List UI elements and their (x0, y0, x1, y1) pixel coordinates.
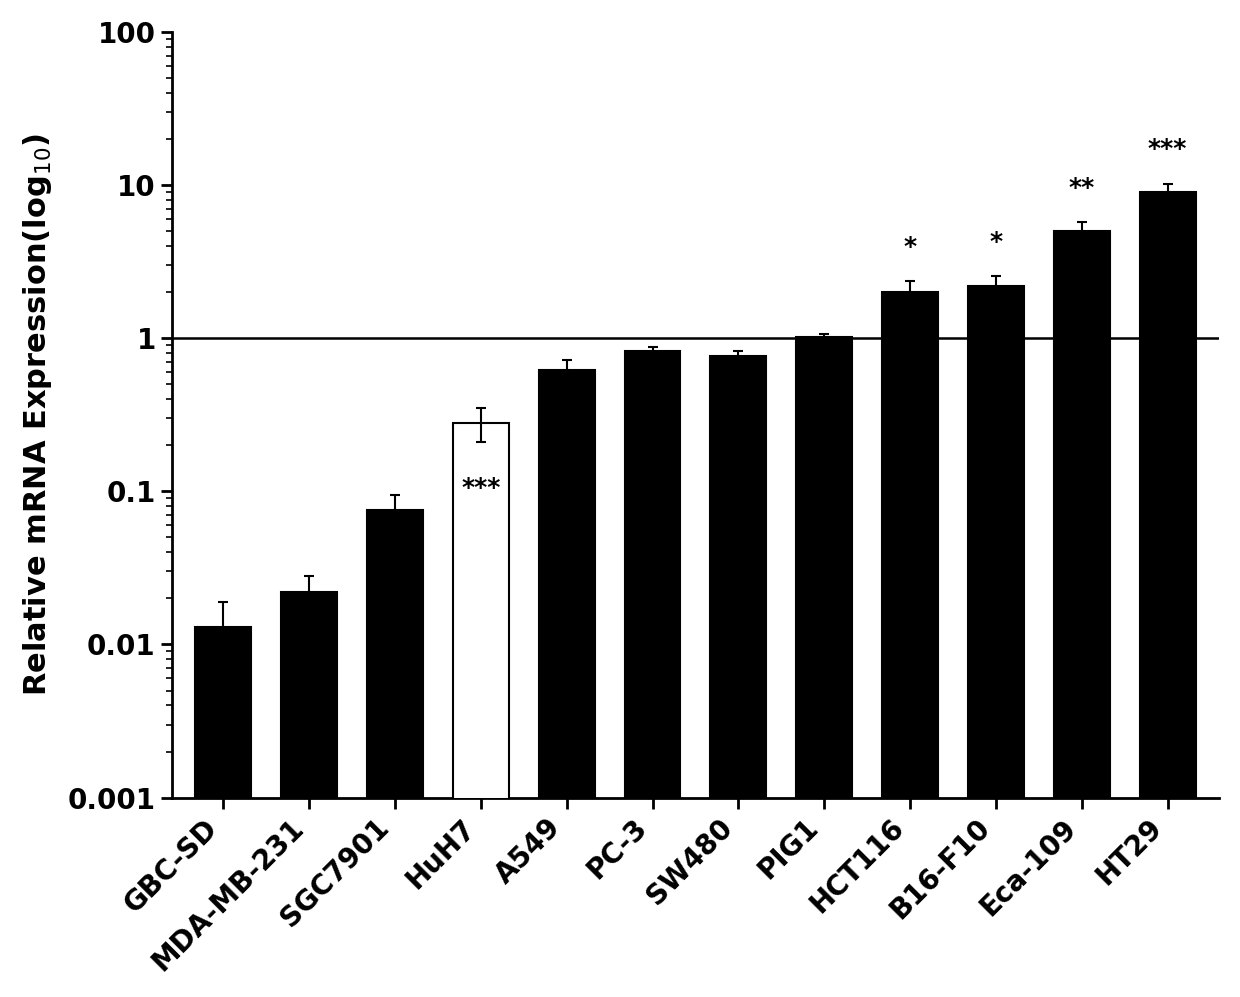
Bar (196, 627, 252, 997)
Bar (1140, 192, 1195, 997)
Text: ***: *** (203, 702, 243, 726)
Bar (367, 510, 423, 997)
Bar (796, 337, 852, 997)
Bar (882, 292, 937, 997)
Bar (625, 351, 681, 997)
Bar (538, 370, 594, 997)
Text: *: * (904, 235, 916, 259)
Bar (281, 592, 337, 997)
Text: **: ** (1069, 176, 1095, 200)
Bar (453, 423, 508, 997)
Text: *: * (560, 416, 573, 440)
Y-axis label: Relative mRNA Expression(log$_{10}$): Relative mRNA Expression(log$_{10}$) (21, 134, 53, 696)
Text: ***: *** (289, 647, 329, 671)
Bar (711, 356, 766, 997)
Bar (968, 286, 1024, 997)
Text: ***: *** (376, 565, 414, 589)
Text: *: * (990, 229, 1002, 253)
Text: ***: *** (461, 476, 501, 499)
Text: ***: *** (1148, 138, 1188, 162)
Bar (1054, 231, 1110, 997)
